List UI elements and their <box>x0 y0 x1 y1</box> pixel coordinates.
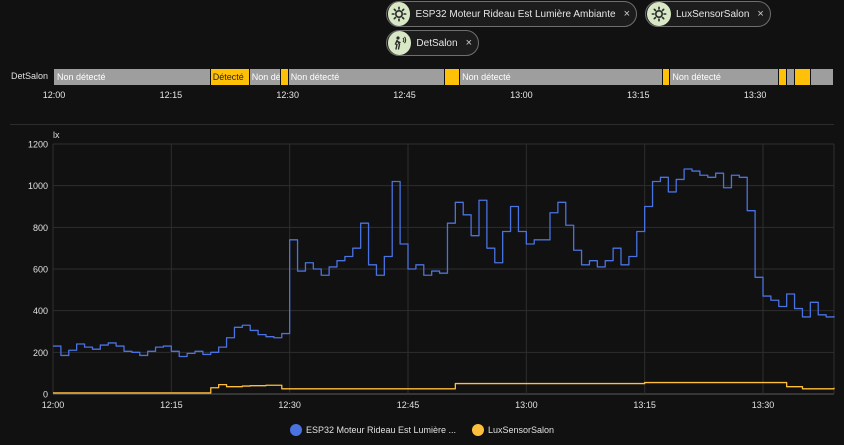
timeline-segment-detected[interactable] <box>661 69 670 85</box>
timeline-segment-not-detected[interactable]: Non détecté <box>672 72 721 82</box>
y-tick-label: 600 <box>33 265 48 275</box>
chip-esp32-lux[interactable]: ESP32 Moteur Rideau Est Lumière Ambiante… <box>386 1 637 27</box>
chip-detsalon[interactable]: DetSalon × <box>386 30 479 56</box>
series-line-luxsensorsalon <box>53 381 835 394</box>
x-tick-label: 12:45 <box>397 400 420 410</box>
chip-label: ESP32 Moteur Rideau Est Lumière Ambiante <box>415 8 616 20</box>
close-icon[interactable]: × <box>465 37 472 49</box>
timeline-separator <box>287 69 289 85</box>
chip-luxsensorsalon[interactable]: LuxSensorSalon × <box>645 1 771 27</box>
timeline-tick-label: 12:45 <box>393 90 416 100</box>
y-axis-unit: lx <box>53 130 60 140</box>
legend-item-esp32[interactable]: ESP32 Moteur Rideau Est Lumière ... <box>289 424 457 436</box>
timeline-segment-not-detected[interactable]: Non détecté <box>251 72 280 82</box>
timeline-segment-detected[interactable]: Détecté <box>209 69 249 85</box>
chip-label: LuxSensorSalon <box>676 8 750 20</box>
timeline-separator <box>279 69 281 85</box>
timeline-separator <box>248 69 250 85</box>
timeline-separator <box>209 69 211 85</box>
legend-swatch <box>289 424 302 436</box>
y-tick-label: 200 <box>33 348 48 358</box>
timeline-separator <box>669 69 671 85</box>
timeline-separator <box>794 69 796 85</box>
y-tick-label: 400 <box>33 306 48 316</box>
timeline-separator <box>443 69 445 85</box>
timeline-tick-label: 13:00 <box>510 90 533 100</box>
timeline-segment-detected[interactable] <box>778 69 787 85</box>
y-tick-label: 1000 <box>28 181 48 191</box>
timeline-segment-detected[interactable] <box>279 69 288 85</box>
timeline-separator <box>778 69 780 85</box>
x-tick-label: 12:15 <box>160 400 183 410</box>
close-icon[interactable]: × <box>757 8 764 20</box>
y-tick-label: 1200 <box>28 140 48 150</box>
timeline-tick-label: 12:30 <box>276 90 299 100</box>
y-tick-label: 800 <box>33 223 48 233</box>
timeline-separator <box>661 69 663 85</box>
brightness-icon <box>388 2 411 26</box>
timeline-tick-label: 12:00 <box>42 90 66 100</box>
timeline-separator <box>786 69 788 85</box>
x-tick-label: 12:30 <box>278 400 301 410</box>
timeline-segment-not-detected[interactable]: Non détecté <box>290 72 340 82</box>
divider <box>10 124 834 125</box>
timeline-segment-not-detected[interactable]: Non détecté <box>462 72 511 82</box>
timeline-tick-label: 13:15 <box>626 90 650 100</box>
timeline-entity-label: DetSalon <box>11 71 49 81</box>
timeline-segment-detected[interactable] <box>794 69 810 85</box>
x-tick-label: 13:00 <box>515 400 538 410</box>
timeline-tick-label: 12:15 <box>159 90 183 100</box>
legend-swatch <box>472 424 485 436</box>
motion-sensor-icon <box>388 31 412 55</box>
timeline-segment-not-detected[interactable] <box>786 69 794 85</box>
legend-label: LuxSensorSalon <box>488 425 555 435</box>
timeline-segment-not-detected[interactable]: Non détecté <box>57 72 106 82</box>
brightness-icon <box>647 2 671 26</box>
timeline-segment-detected[interactable] <box>443 69 460 85</box>
timeline-segment-not-detected[interactable] <box>810 69 833 85</box>
chart-legend: ESP32 Moteur Rideau Est Lumière ... LuxS… <box>0 421 844 439</box>
x-tick-label: 13:15 <box>633 400 656 410</box>
x-tick-label: 12:00 <box>42 400 65 410</box>
chip-label: DetSalon <box>416 37 458 49</box>
lux-history-chart[interactable]: 0 200 400 600 800 1000 1200 12:00 12:15 12:30 12:4… <box>0 124 844 421</box>
timeline-tick-label: 13:30 <box>743 90 767 100</box>
x-tick-label: 13:30 <box>752 400 775 410</box>
timeline-separator <box>809 69 811 85</box>
y-tick-label: 0 <box>43 390 48 400</box>
legend-item-luxsensorsalon[interactable]: LuxSensorSalon <box>472 424 554 436</box>
entity-chips: ESP32 Moteur Rideau Est Lumière Ambiante… <box>0 0 844 60</box>
series-line-esp32 <box>53 168 835 358</box>
close-icon[interactable]: × <box>623 8 630 20</box>
timeline-separator <box>459 69 461 85</box>
timeline-axis: 12:00 12:15 12:30 12:45 13:00 13:15 13:30 <box>0 90 844 104</box>
legend-label: ESP32 Moteur Rideau Est Lumière ... <box>305 425 457 435</box>
